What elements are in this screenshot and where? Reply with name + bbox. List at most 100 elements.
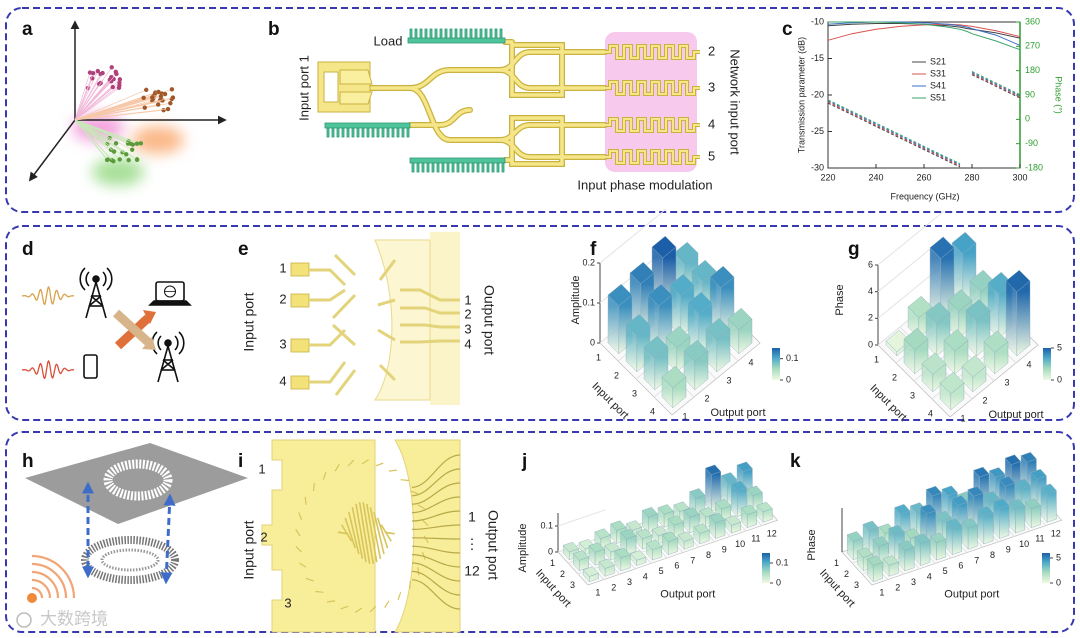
projection-line	[74, 97, 153, 121]
phase-modulation-label: Input phase modulation	[577, 177, 712, 192]
comb-tooth	[424, 28, 428, 39]
z-axis-label: Amplitude	[517, 524, 529, 573]
scatter-dot	[141, 95, 146, 100]
bar-top	[727, 307, 753, 331]
col-axis-label: Output port	[988, 409, 1043, 421]
input-port-number: 3	[279, 336, 286, 351]
meta-stripe	[358, 502, 371, 564]
bar-top	[683, 339, 709, 363]
bar	[921, 352, 947, 393]
row-tick-label: 1	[874, 354, 879, 364]
projection-line	[74, 119, 138, 144]
bar-top	[929, 236, 955, 259]
bar-top	[1004, 454, 1021, 465]
panel-e-chip-g-rect	[290, 375, 310, 390]
bar-face	[1030, 505, 1041, 528]
bar-top	[920, 503, 937, 515]
bar-top	[983, 491, 1000, 502]
panel-b-chip-g-path	[368, 68, 502, 142]
row-tick-label: 2	[614, 370, 619, 380]
panel-h-hologram-g	[31, 554, 76, 599]
y2-tick-label: 0	[1025, 114, 1030, 124]
panel-h-hologram-ellipse	[100, 548, 160, 572]
scatter-dot	[150, 95, 155, 100]
panel-label: i	[238, 451, 243, 472]
scatter-dot	[116, 85, 122, 91]
output-port-number: 12	[464, 563, 480, 579]
row-tick-label: 1	[550, 558, 555, 568]
z-tick-label: 2	[868, 313, 873, 323]
comb-tooth	[459, 28, 463, 39]
bar-top	[898, 540, 915, 551]
bar-top	[930, 532, 947, 543]
scatter-dot	[156, 89, 161, 95]
y-tick-label: -20	[811, 89, 824, 99]
bar-top	[594, 528, 611, 539]
coupler	[295, 528, 301, 537]
bar	[983, 330, 1009, 375]
phase-line	[827, 72, 1021, 166]
coupler	[397, 592, 402, 601]
meta-stripe	[373, 511, 385, 555]
z-tick-label: 0	[548, 546, 553, 556]
bar-top	[667, 515, 684, 526]
waveguide	[411, 454, 461, 488]
panel-e-chip-g-path	[331, 253, 357, 396]
comb-tooth	[449, 28, 453, 39]
z-tick-label: 0	[868, 339, 873, 349]
bar-top	[951, 495, 968, 506]
row-axis-label: Input port	[533, 567, 573, 609]
comb-tooth	[414, 28, 418, 39]
colorbar-tick-label: 0.1	[776, 557, 789, 567]
bar-top	[989, 467, 1006, 478]
col-tick-label: 8	[990, 550, 995, 560]
panel-h-hologram-polygon	[25, 443, 248, 524]
bar	[925, 301, 951, 357]
panel-d-icons-line	[90, 295, 104, 307]
col-tick-label: 9	[1006, 544, 1011, 554]
bar	[693, 523, 710, 545]
panel-frames-rect	[5, 225, 1075, 421]
output-port-number: 1	[464, 292, 471, 307]
panel-d-icons-rect	[83, 354, 98, 379]
z-grid-line	[557, 509, 606, 527]
comb-tooth	[436, 162, 440, 173]
bar	[1009, 498, 1026, 534]
panel-b-chip-g-path	[498, 50, 607, 159]
comb-tooth	[471, 162, 475, 173]
bar-top	[977, 505, 994, 517]
projection-line	[74, 72, 91, 121]
row-tick-label: 4	[928, 408, 933, 418]
bar-top	[730, 480, 747, 491]
col-tick-label: 9	[722, 544, 727, 554]
comb-tooth	[406, 127, 410, 138]
comb-tooth	[479, 28, 483, 39]
coupler	[299, 562, 307, 568]
coupler	[334, 464, 340, 472]
bar-top	[999, 476, 1016, 487]
z-grid-line	[877, 210, 945, 266]
colorbar-tick-label: 5	[1057, 342, 1062, 352]
comb-tooth	[501, 162, 505, 173]
bar-top	[925, 485, 942, 497]
scatter-dot	[124, 152, 129, 157]
y-tick-label: -30	[811, 162, 824, 172]
waveguide	[411, 570, 461, 596]
panel-a-scatter-line	[28, 119, 76, 182]
col-tick-label: 1	[682, 411, 687, 421]
scatter-dot	[129, 147, 135, 152]
panel-label: e	[238, 239, 249, 260]
comb-tooth	[336, 127, 340, 138]
panel-i-chip-path	[394, 439, 461, 633]
output-port-number: ⋮	[465, 536, 479, 552]
row-tick-label: 3	[570, 580, 575, 590]
projection-line	[74, 89, 147, 121]
y-tick-label: -10	[811, 16, 824, 26]
bar-top	[1009, 498, 1026, 510]
scatter-dot	[134, 141, 140, 146]
projection-line	[74, 97, 174, 121]
scatter-dot	[161, 107, 166, 113]
bar-top	[630, 550, 647, 561]
bar	[1030, 468, 1047, 512]
